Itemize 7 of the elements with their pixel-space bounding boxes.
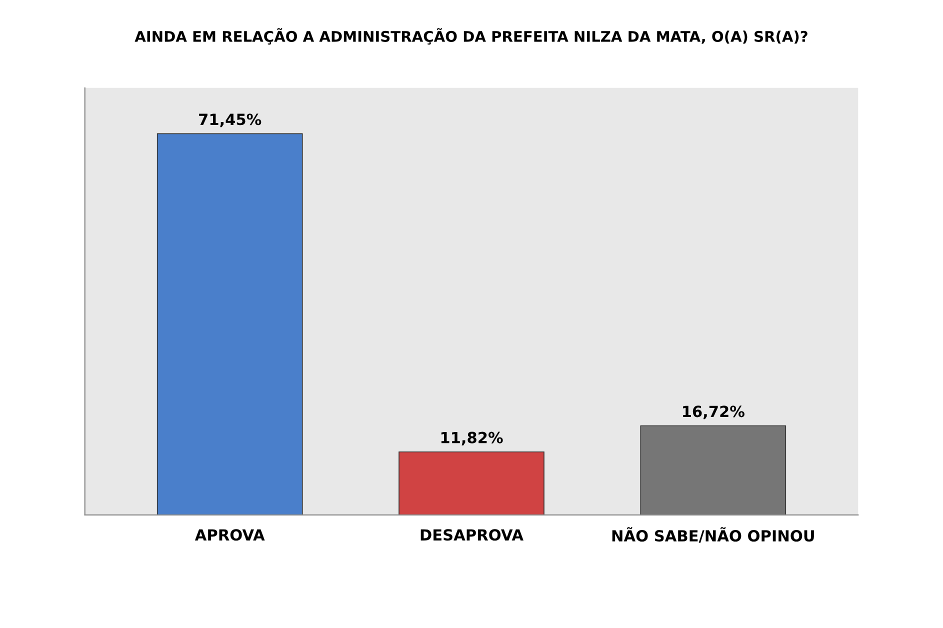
data-label: 16,72% — [683, 406, 744, 420]
x-tick-label: APROVA — [194, 529, 265, 541]
data-label: 11,82% — [441, 432, 503, 446]
chart-title: AINDA EM RELAÇÃO A ADMINISTRAÇÃO DA PREFEITA NILZA DA MATA, O(A) SR(A)? — [134, 28, 808, 45]
x-tick-label: NÃO SABE/NÃO OPINOU — [612, 527, 814, 543]
data-label: 71,45% — [199, 114, 262, 128]
x-tick-label: DESAPROVA — [420, 529, 524, 541]
